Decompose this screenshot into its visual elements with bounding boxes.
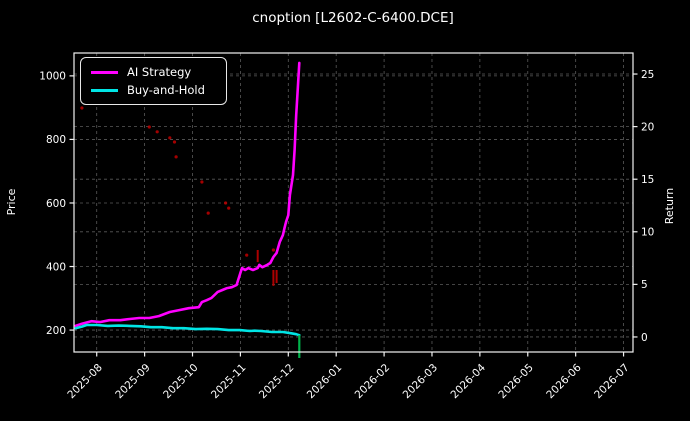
red-signal-dot <box>147 125 151 129</box>
chart-title: cnoption [L2602-C-6400.DCE] <box>252 10 454 26</box>
x-tick-label: 2025-12 <box>257 362 297 402</box>
red-signal-dot <box>168 136 172 140</box>
buy-and-hold-line-swatch <box>91 88 118 92</box>
x-tick-label: 2026-01 <box>305 362 345 402</box>
right-axis-label: Return <box>663 188 676 225</box>
y-left-tick-label: 800 <box>46 134 66 146</box>
red-signal-dot <box>174 155 178 159</box>
y-right-tick-label: 20 <box>641 121 654 133</box>
left-axis-label: Price <box>5 188 18 215</box>
x-tick-label: 2025-09 <box>113 362 153 402</box>
x-tick-label: 2026-02 <box>353 362 393 402</box>
x-tick-label: 2025-10 <box>161 362 201 402</box>
legend: AI Strategy Buy-and-Hold <box>80 57 227 105</box>
red-signal-dot <box>227 206 231 210</box>
x-tick-label: 2025-08 <box>65 362 105 402</box>
y-right-tick-label: 25 <box>641 69 654 81</box>
line-buy-and-hold <box>74 323 301 337</box>
axis-ticks <box>69 73 638 357</box>
red-signal-dot <box>172 140 177 144</box>
legend-item-buy-and-hold: Buy-and-Hold <box>91 81 216 99</box>
y-right-tick-label: 10 <box>641 227 654 239</box>
legend-label-ai-strategy: AI Strategy <box>127 65 192 79</box>
red-signal-dot <box>224 201 228 205</box>
x-tick-label: 2026-06 <box>544 361 584 401</box>
legend-item-ai-strategy: AI Strategy <box>91 63 216 81</box>
y-right-tick-label: 5 <box>641 279 648 291</box>
x-tick-label: 2026-05 <box>496 362 536 402</box>
red-signal-dot <box>271 248 275 252</box>
x-tick-label: 2025-11 <box>209 362 249 402</box>
x-tick-label: 2026-04 <box>448 361 488 401</box>
y-left-tick-label: 200 <box>46 325 66 337</box>
y-right-tick-label: 0 <box>641 332 648 344</box>
ai-strategy-line-swatch <box>91 70 118 74</box>
x-tick-label: 2026-07 <box>592 362 632 402</box>
line-ai-strategy <box>74 61 301 328</box>
red-signal-dot <box>155 130 159 134</box>
y-right-tick-label: 15 <box>641 174 654 186</box>
y-left-tick-label: 600 <box>46 198 66 210</box>
y-left-tick-label: 400 <box>46 261 66 273</box>
signal-markers <box>80 106 301 358</box>
red-signal-dot <box>206 211 210 215</box>
legend-label-buy-and-hold: Buy-and-Hold <box>127 83 205 97</box>
data-series <box>74 61 301 337</box>
red-signal-dot <box>245 253 249 257</box>
y-left-tick-label: 1000 <box>39 71 66 83</box>
axis-tick-labels: 2025-08 2025-09 2025-10 2025-11 2025-12 2026-… <box>39 69 654 401</box>
red-signal-dot <box>80 106 84 110</box>
x-tick-label: 2026-03 <box>401 362 441 402</box>
red-signal-dot <box>200 180 204 184</box>
